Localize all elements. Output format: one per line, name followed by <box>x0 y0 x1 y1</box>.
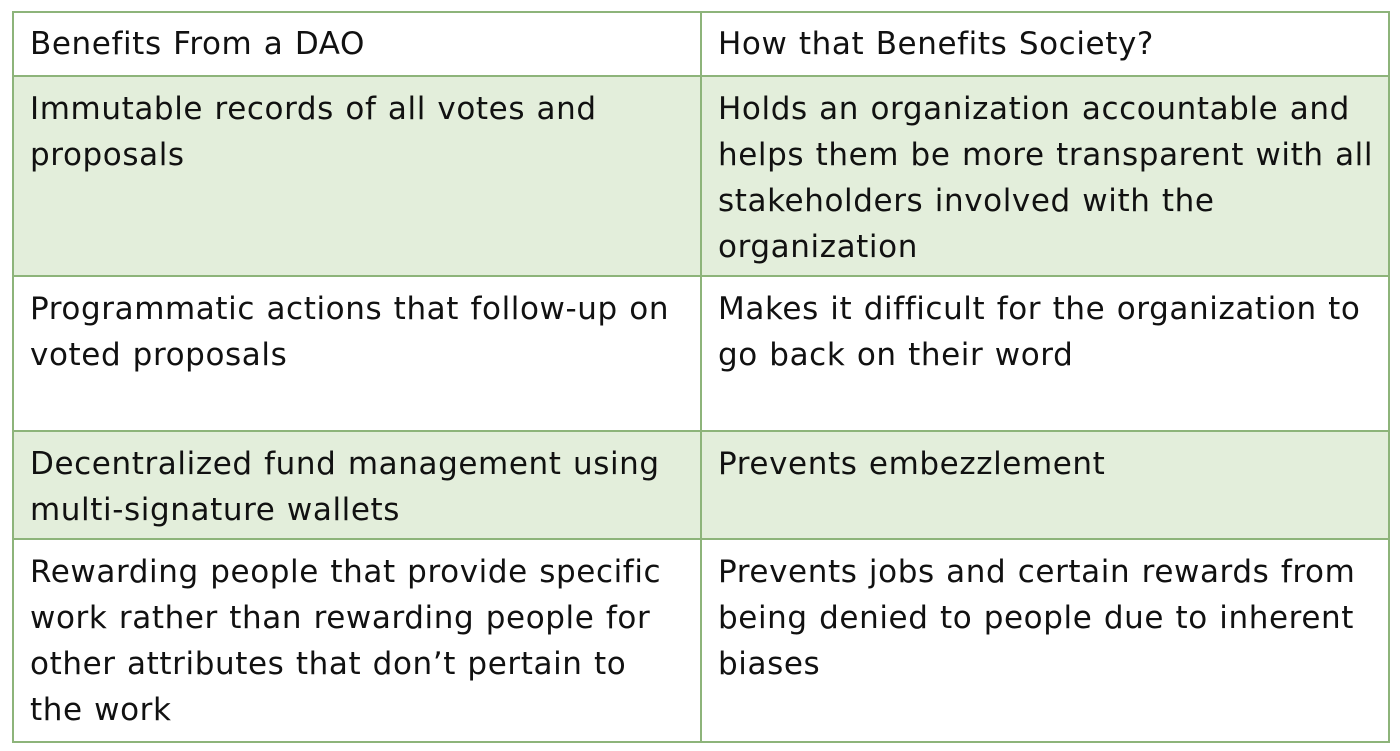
table-row: Immutable records of all votes and propo… <box>12 75 1390 277</box>
benefit-cell: Programmatic actions that follow-up on v… <box>12 275 702 432</box>
table-row: Rewarding people that provide specific w… <box>12 538 1390 743</box>
column-header-benefits: Benefits From a DAO <box>12 11 702 77</box>
benefit-cell: Immutable records of all votes and propo… <box>12 75 702 277</box>
benefit-cell: Rewarding people that provide specific w… <box>12 538 702 743</box>
benefit-cell: Decentralized fund management using mult… <box>12 430 702 540</box>
table-row: Decentralized fund management using mult… <box>12 430 1390 540</box>
column-header-society: How that Benefits Society? <box>700 11 1390 77</box>
benefits-table-container: Benefits From a DAO How that Benefits So… <box>12 11 1390 743</box>
table-row: Programmatic actions that follow-up on v… <box>12 275 1390 432</box>
society-cell: Holds an organization accountable and he… <box>700 75 1390 277</box>
dao-benefits-table: Benefits From a DAO How that Benefits So… <box>12 11 1390 743</box>
society-cell: Prevents jobs and certain rewards from b… <box>700 538 1390 743</box>
table-header-row: Benefits From a DAO How that Benefits So… <box>12 11 1390 77</box>
society-cell: Makes it difficult for the organization … <box>700 275 1390 432</box>
society-cell: Prevents embezzlement <box>700 430 1390 540</box>
